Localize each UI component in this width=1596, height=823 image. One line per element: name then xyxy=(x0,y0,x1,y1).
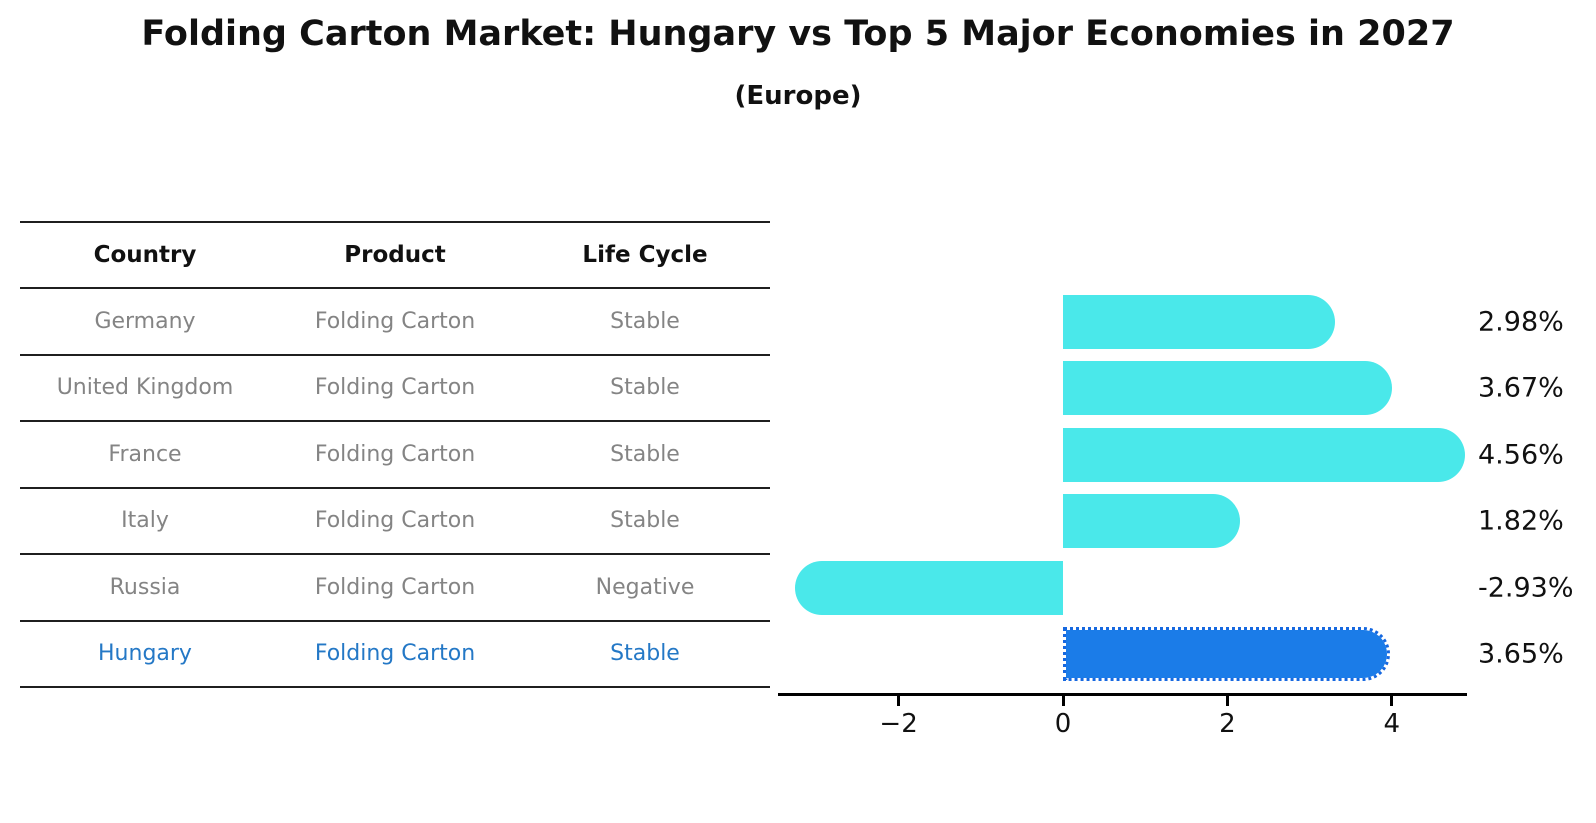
table-cell-product: Folding Carton xyxy=(314,508,476,534)
bar-france xyxy=(1063,427,1465,482)
x-axis-tick-label: 4 xyxy=(1383,709,1401,739)
table-cell-country: Hungary xyxy=(98,641,192,667)
bar-hungary xyxy=(1063,627,1391,681)
table-cell-country: France xyxy=(108,441,182,467)
x-axis-tick-label: 0 xyxy=(1054,709,1072,739)
table-cell-country: Russia xyxy=(109,574,181,600)
table-cell-country: Italy xyxy=(121,508,169,534)
x-axis-line xyxy=(778,693,1467,696)
x-axis-tick xyxy=(897,693,901,706)
x-axis-tick xyxy=(1390,693,1394,706)
table-header-row: Country Product Life Cycle xyxy=(20,221,770,287)
table-cell-life-cycle: Negative xyxy=(595,574,695,600)
table-cell-product: Folding Carton xyxy=(314,375,476,401)
table-row: Russia Folding Carton Negative xyxy=(20,553,770,620)
table-header-cell: Product xyxy=(344,242,446,268)
table-cell-life-cycle: Stable xyxy=(610,508,680,534)
bar-value-label: 4.56% xyxy=(1478,439,1564,470)
table-cell-product: Folding Carton xyxy=(314,308,476,334)
table-cell-life-cycle: Stable xyxy=(610,441,680,467)
chart-subtitle: (Europe) xyxy=(734,81,862,111)
bar-value-label: 3.65% xyxy=(1478,638,1564,670)
country-table: Country Product Life Cycle Germany Folding C… xyxy=(20,221,770,688)
table-row: United Kingdom Folding Carton Stable xyxy=(20,353,770,421)
table-header-cell: Country xyxy=(93,242,197,268)
table-header-cell: Life Cycle xyxy=(582,242,708,268)
bar-value-label: 2.98% xyxy=(1478,306,1564,337)
table-cell-country: United Kingdom xyxy=(56,375,234,401)
x-axis-tick-label: 2 xyxy=(1219,709,1236,739)
table-cell-life-cycle: Stable xyxy=(610,375,680,401)
bar-united-kingdom xyxy=(1063,361,1392,415)
bar-italy xyxy=(1063,494,1240,548)
table-row: France Folding Carton Stable xyxy=(20,420,770,487)
table-cell-life-cycle: Stable xyxy=(610,308,680,334)
bar-value-label: 1.82% xyxy=(1478,505,1564,537)
table-cell-life-cycle: Stable xyxy=(610,641,680,667)
table-cell-product: Folding Carton xyxy=(314,574,476,600)
table-cell-product: Folding Carton xyxy=(314,641,476,667)
x-axis-tick xyxy=(1225,693,1229,706)
table-cell-country: Germany xyxy=(94,308,196,334)
bar-value-label: -2.93% xyxy=(1478,572,1574,603)
x-axis-tick xyxy=(1061,693,1065,706)
bar-russia xyxy=(795,560,1063,615)
bar-value-label: 3.67% xyxy=(1478,372,1564,404)
x-axis-tick-label: −2 xyxy=(879,709,918,739)
table-row: Hungary Folding Carton Stable xyxy=(20,619,770,688)
table-row: Germany Folding Carton Stable xyxy=(20,287,770,354)
chart-title: Folding Carton Market: Hungary vs Top 5 … xyxy=(141,14,1455,54)
table-row: Italy Folding Carton Stable xyxy=(20,486,770,554)
bar-germany xyxy=(1063,294,1335,349)
table-cell-product: Folding Carton xyxy=(314,441,476,467)
